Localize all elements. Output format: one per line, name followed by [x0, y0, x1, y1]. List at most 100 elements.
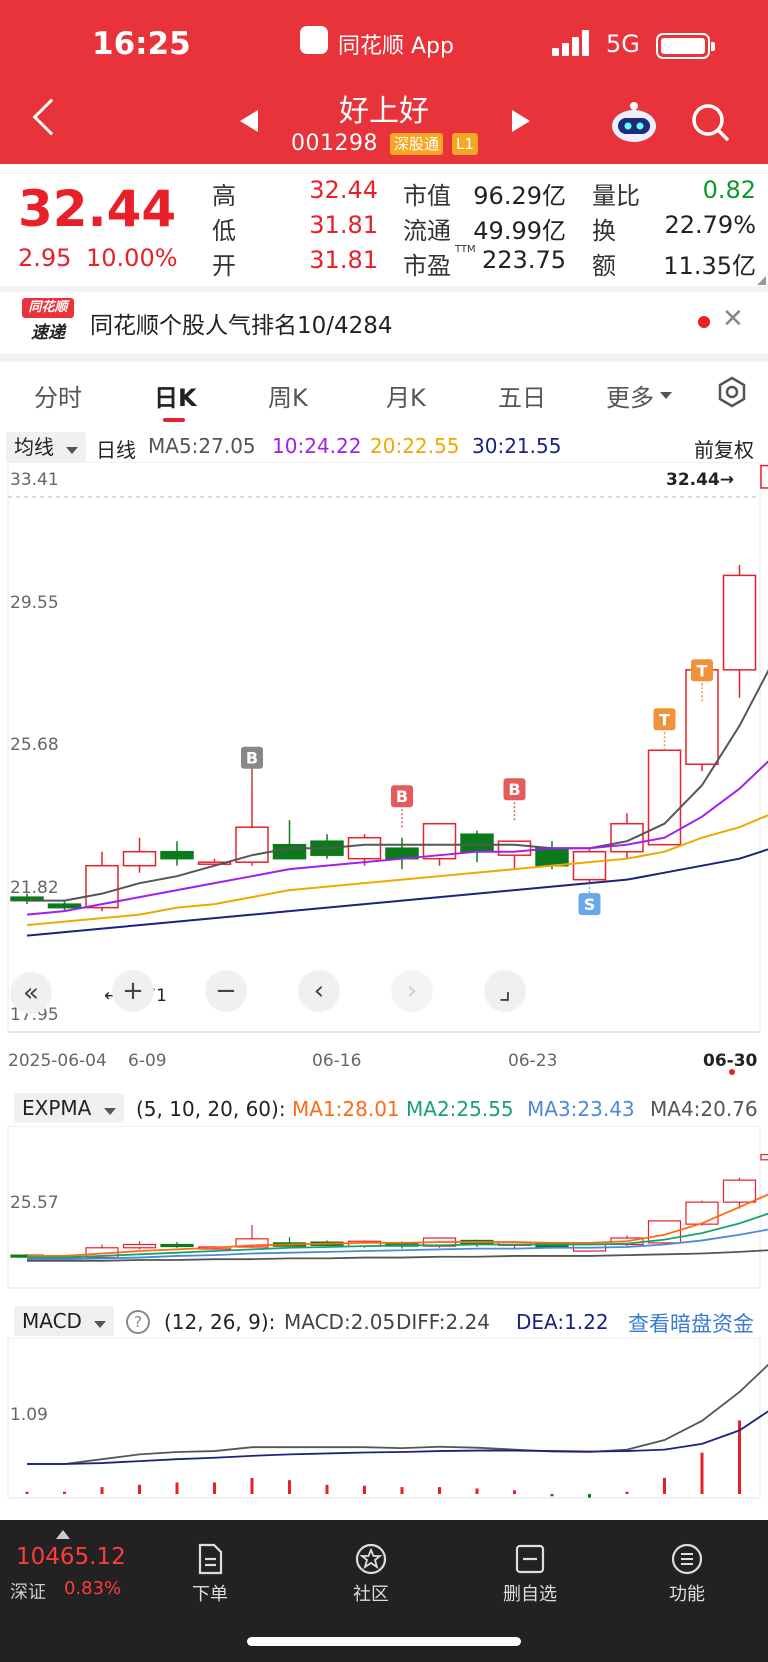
signal-badge	[241, 746, 263, 769]
label-low: 低	[212, 217, 236, 245]
label-open: 开	[212, 252, 236, 280]
tab-intraday[interactable]: 分时	[34, 384, 82, 412]
label-mcap: 市值	[403, 182, 451, 210]
news-ticker[interactable]: 同花顺 速递 同花顺个股人气排名10/4284 ✕	[0, 292, 768, 354]
stock-code: 001298	[291, 131, 378, 156]
candle-body	[235, 826, 269, 863]
app-header: 16:25 同花顺 App 5G 好上好 001298 深股通 L1	[0, 0, 768, 164]
expma-line	[27, 1249, 768, 1262]
candle-body	[272, 843, 307, 860]
candle-body	[460, 833, 494, 853]
last-price: 32.44	[18, 180, 177, 238]
quote-panel: 32.44 2.95 10.00% 高 低 开 32.44 31.81 31.8…	[0, 164, 768, 286]
macd-selector[interactable]: MACD	[14, 1306, 115, 1336]
order-icon	[198, 1543, 223, 1575]
remove-watchlist-icon	[515, 1544, 545, 1574]
more-dropdown-icon[interactable]	[660, 392, 672, 399]
macd-dea: DEA:1.22	[516, 1310, 609, 1334]
value-amount: 11.35亿	[663, 252, 756, 280]
function-button[interactable]: 功能	[627, 1542, 747, 1606]
x-axis-label: 06-30	[703, 1051, 758, 1071]
period-tabs: 分时 日K 周K 月K 五日 更多	[0, 362, 768, 424]
function-label: 功能	[669, 1584, 705, 1605]
zoom-minus-button[interactable]: −	[205, 970, 247, 1012]
signal-label: T	[659, 710, 670, 729]
tab-monthly-k[interactable]: 月K	[386, 384, 426, 412]
robot-assistant-icon[interactable]	[610, 100, 658, 144]
expma-dropdown-icon	[103, 1108, 116, 1115]
battery-icon	[656, 33, 715, 59]
candle-body	[160, 850, 194, 860]
ma5-line	[27, 669, 768, 902]
expma-candle-body	[685, 1201, 719, 1225]
macd-value: MACD:2.05	[284, 1310, 396, 1334]
expma-chart[interactable]: 25.57	[0, 1126, 768, 1292]
expma-line	[27, 1212, 768, 1259]
next-candle-button[interactable]: ›	[391, 970, 433, 1012]
ma-selector-dropdown-icon	[66, 447, 79, 454]
macd-dropdown-icon	[94, 1321, 107, 1328]
bottom-bar: 10465.12 深证 0.83% 下单 社区 删自选 功能	[0, 1520, 768, 1662]
signal-label: T	[697, 661, 708, 680]
dark-pool-link[interactable]: 查看暗盘资金	[628, 1312, 754, 1336]
value-high: 32.44	[309, 176, 378, 204]
remove-watchlist-button[interactable]: 删自选	[470, 1542, 590, 1606]
tab-more[interactable]: 更多	[606, 384, 654, 412]
expma-selector[interactable]: EXPMA	[14, 1093, 124, 1123]
signal-badge	[578, 893, 601, 916]
expand-corner-icon[interactable]	[757, 276, 766, 285]
stock-name: 好上好	[339, 94, 429, 129]
order-button[interactable]: 下单	[150, 1542, 270, 1606]
ma-legend: 均线 日线 MA5:27.05 10:24.22 20:22.55 30:21.…	[0, 432, 768, 462]
macd-name: MACD	[22, 1309, 82, 1333]
zoom-out-button[interactable]: «	[10, 972, 52, 1014]
help-icon[interactable]: ?	[126, 1310, 150, 1334]
index-value[interactable]: 10465.12	[16, 1544, 126, 1570]
value-turnover: 22.79%	[664, 211, 756, 239]
expma-params: (5, 10, 20, 60):	[136, 1097, 286, 1121]
value-float: 49.99亿	[473, 217, 566, 245]
candle-body	[122, 850, 157, 867]
chart-settings-icon[interactable]	[716, 376, 748, 408]
macd-diff-line	[27, 1363, 768, 1465]
divider	[0, 354, 768, 362]
tab-five-day[interactable]: 五日	[498, 384, 546, 412]
expma-candle-body	[160, 1243, 194, 1248]
prev-candle-button[interactable]: ‹	[298, 970, 340, 1012]
price-adjust-selector[interactable]: 前复权	[694, 438, 754, 462]
tab-weekly-k[interactable]: 周K	[268, 384, 308, 412]
value-pe: 223.75	[482, 246, 566, 274]
scroll-left-button[interactable]: +	[112, 970, 154, 1012]
macd-chart[interactable]: 1.09	[0, 1338, 768, 1500]
ma30-line	[26, 848, 768, 937]
badge-l1: L1	[452, 133, 478, 155]
order-label: 下单	[192, 1584, 228, 1605]
candle-body	[760, 464, 768, 489]
macd-dea-line	[27, 1410, 768, 1465]
expma-ma1: MA1:28.01	[292, 1097, 400, 1121]
ma5-value: MA5:27.05	[148, 434, 256, 458]
value-vol-ratio: 0.82	[702, 176, 756, 204]
expma-candle-body	[235, 1238, 269, 1248]
label-float: 流通	[403, 217, 451, 245]
tab-daily-k[interactable]: 日K	[154, 384, 197, 412]
expma-candle-body	[722, 1179, 757, 1203]
kline-chart[interactable]: 33.41 29.55 25.68 21.82 17.95 32.44→ BB B…	[0, 462, 768, 1086]
index-name: 深证	[10, 1582, 46, 1603]
close-icon[interactable]: ✕	[722, 304, 744, 334]
y-tick-label: 33.41	[10, 470, 59, 490]
price-change: 2.95	[18, 244, 72, 272]
prev-stock-icon[interactable]	[240, 110, 258, 132]
community-button[interactable]: 社区	[311, 1542, 431, 1606]
y-tick-label: 25.68	[10, 735, 59, 755]
ma10-line	[26, 760, 768, 916]
search-icon[interactable]	[690, 102, 730, 142]
expma-name: EXPMA	[22, 1096, 92, 1120]
fullscreen-button[interactable]: ⌟	[484, 970, 526, 1012]
candle-body	[422, 822, 457, 860]
candle-body	[347, 836, 382, 860]
expma-ma2: MA2:25.55	[406, 1097, 514, 1121]
next-stock-icon[interactable]	[512, 110, 530, 132]
expma-ma4: MA4:20.76	[650, 1097, 758, 1121]
ma-selector[interactable]: 均线	[6, 432, 87, 462]
